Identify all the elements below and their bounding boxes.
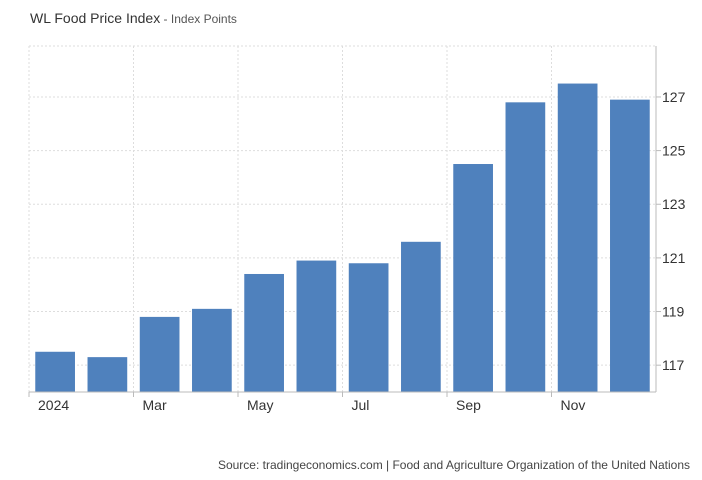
bar-2024-11 [557,83,598,392]
source-note: Source: tradingeconomics.com | Food and … [217,458,690,472]
x-tick-label: Nov [561,397,586,413]
title-separator: - [160,12,171,26]
x-tick-label: Jul [352,397,370,413]
bar-2024-05 [244,273,284,392]
bar-2024-03 [139,316,180,392]
chart-subtitle: Index Points [170,12,237,26]
bar-2024-08 [401,241,441,392]
tick-labels: 117 119 121 123 125 127 2024 Mar May Jul Sep Nov [38,89,686,413]
y-tick-label: 127 [662,89,686,105]
x-tick-label: Mar [143,397,167,413]
y-tick-label: 119 [662,304,685,320]
bar-2024-10 [505,102,546,392]
bar-2024-04 [192,308,232,392]
grid-lines [28,45,656,392]
bars [35,83,650,393]
chart-title: WL Food Price Index [30,10,161,26]
y-tick-label: 125 [662,143,686,159]
y-tick-label: 117 [662,357,685,373]
axes [28,46,661,397]
bar-2024-12 [610,99,650,393]
bar-2024-01 [35,351,75,392]
bar-2024-02 [87,357,128,392]
x-tick-label: Sep [456,397,481,413]
bar-2024-07 [348,263,389,392]
y-tick-label: 121 [662,250,686,266]
bar-2024-06 [296,260,337,392]
chart-header: WL Food Price Index - Index Points [30,10,237,28]
x-tick-label: May [247,397,273,413]
y-tick-label: 123 [662,196,686,212]
bar-2024-09 [453,164,493,392]
x-tick-label: 2024 [38,397,69,413]
